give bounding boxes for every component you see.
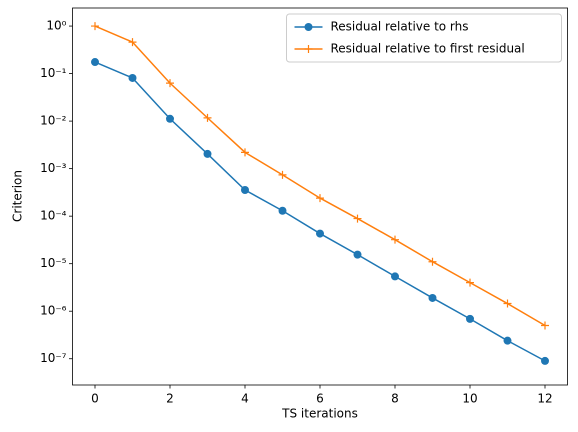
legend-marker — [304, 45, 313, 53]
x-tick-label: 2 — [166, 392, 174, 406]
y-tick-label: 10⁻² — [40, 114, 67, 128]
point — [278, 206, 287, 215]
point — [391, 272, 399, 281]
series-line — [94, 25, 546, 327]
point — [166, 79, 174, 88]
point — [466, 278, 474, 287]
point — [541, 321, 549, 330]
point — [241, 186, 249, 195]
y-axis-label: Criterion — [11, 170, 25, 222]
point — [203, 113, 212, 122]
y-tick-label: 10⁻⁶ — [40, 304, 67, 318]
point — [428, 257, 437, 266]
point — [128, 38, 137, 47]
x-axis-label: TS iterations — [281, 407, 358, 421]
legend-marker — [304, 23, 313, 31]
point — [503, 336, 512, 345]
point — [391, 235, 399, 244]
point — [91, 22, 99, 31]
y-tick-label: 10⁻¹ — [40, 66, 67, 80]
point — [316, 229, 324, 238]
point — [466, 314, 474, 323]
x-tick-label: 0 — [91, 392, 99, 406]
x-tick-label: 4 — [241, 392, 249, 406]
point — [316, 194, 324, 203]
point — [166, 114, 174, 123]
legend-label: Residual relative to first residual — [331, 42, 525, 56]
point — [128, 73, 137, 82]
legend-label: Residual relative to rhs — [331, 20, 469, 34]
point — [503, 299, 512, 308]
point — [91, 58, 99, 67]
x-tick-label: 6 — [316, 392, 324, 406]
point — [203, 149, 212, 158]
y-tick-label: 10⁻⁵ — [40, 256, 67, 270]
legend-box — [286, 13, 562, 63]
x-tick-label: 12 — [537, 392, 552, 406]
y-tick-label: 10⁰ — [46, 19, 66, 33]
point — [353, 214, 362, 223]
y-tick-label: 10⁻³ — [40, 161, 67, 175]
y-tick-label: 10⁻⁷ — [40, 351, 67, 365]
point — [241, 148, 249, 157]
x-tick-label: 10 — [462, 392, 477, 406]
x-tick-label: 8 — [391, 392, 399, 406]
point — [428, 293, 437, 302]
point — [278, 170, 287, 179]
point — [353, 250, 362, 259]
series-line — [94, 61, 546, 362]
point — [541, 356, 549, 365]
y-tick-label: 10⁻⁴ — [40, 209, 67, 223]
